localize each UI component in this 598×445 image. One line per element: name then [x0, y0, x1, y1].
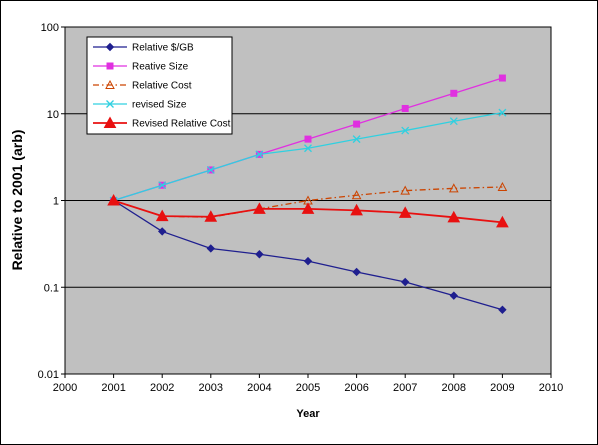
- x-tick-label: 2004: [247, 382, 271, 394]
- data-point: [304, 144, 312, 153]
- data-point: [498, 108, 507, 117]
- legend-item: Reative Size: [93, 62, 189, 73]
- x-tick-label: 2008: [442, 382, 466, 394]
- data-point: [206, 165, 215, 174]
- legend-item: Revised Relative Cost: [93, 116, 231, 130]
- legend-label: Relative Cost: [132, 81, 192, 92]
- data-point: [155, 209, 169, 222]
- data-point: [400, 277, 410, 287]
- data-point: [449, 291, 459, 300]
- data-point: [498, 74, 506, 82]
- data-point: [400, 185, 411, 195]
- x-tick-label: 2000: [53, 382, 77, 394]
- data-point: [253, 202, 266, 214]
- legend-item: Relative Cost: [93, 79, 192, 92]
- legend-label: revised Size: [132, 100, 187, 111]
- legend-label: Relative $/GB: [132, 43, 194, 54]
- data-point: [449, 117, 458, 126]
- series-revised-relative-cost: [107, 193, 509, 228]
- legend-label: Revised Relative Cost: [132, 119, 231, 130]
- data-point: [157, 227, 167, 236]
- x-tick-label: 2005: [296, 382, 320, 394]
- series-line: [113, 186, 503, 218]
- data-point: [352, 135, 361, 144]
- data-point: [255, 150, 264, 159]
- data-point: [255, 250, 264, 259]
- data-point: [353, 120, 361, 128]
- legend-item: Relative $/GB: [93, 43, 194, 54]
- data-point: [206, 244, 216, 253]
- x-tick-label: 2001: [101, 382, 125, 394]
- data-point: [204, 210, 218, 222]
- data-point: [301, 202, 315, 214]
- x-tick-label: 2010: [539, 382, 563, 394]
- data-point: [497, 181, 508, 192]
- data-point: [447, 210, 461, 223]
- data-point: [450, 89, 458, 97]
- data-point: [398, 206, 412, 218]
- y-tick-label: 1: [53, 196, 59, 208]
- x-tick-label: 2009: [490, 382, 514, 394]
- legend-swatch-marker: [103, 116, 117, 128]
- legend-swatch-marker: [106, 62, 114, 70]
- data-point: [351, 190, 362, 200]
- data-point: [498, 305, 507, 314]
- x-tick-label: 2002: [150, 382, 174, 394]
- data-point: [107, 193, 120, 206]
- x-axis-ticks: 2000 2001 2002 2003 2004 2005 2006 2007 2008 2009…: [53, 374, 563, 394]
- y-tick-label: 0.01: [38, 369, 59, 381]
- legend-swatch-marker: [106, 100, 114, 108]
- x-axis-title: Year: [296, 408, 320, 420]
- y-axis-ticks: 0.01 0.1 1 10 100: [38, 22, 65, 381]
- data-point: [352, 267, 361, 277]
- y-axis-title: Relative to 2001 (arb): [9, 130, 25, 271]
- y-tick-label: 10: [47, 109, 59, 121]
- legend-swatch-marker: [105, 79, 115, 89]
- x-tick-label: 2007: [393, 382, 417, 394]
- data-point: [401, 104, 409, 112]
- series-layer: [107, 74, 509, 314]
- data-point: [304, 135, 312, 143]
- data-point: [303, 256, 313, 266]
- legend-swatch-marker: [105, 42, 115, 52]
- data-point: [401, 126, 410, 135]
- legend: Relative $/GB Reative Size Relative Cost re…: [86, 36, 233, 135]
- x-tick-label: 2003: [199, 382, 223, 394]
- x-tick-label: 2006: [344, 382, 368, 394]
- legend-label: Reative Size: [132, 62, 189, 73]
- data-point: [496, 215, 509, 228]
- data-point: [448, 183, 459, 193]
- data-point: [158, 181, 167, 190]
- y-tick-label: 100: [41, 22, 59, 34]
- data-point: [350, 203, 363, 216]
- legend-item: revised Size: [93, 100, 187, 111]
- y-tick-label: 0.1: [44, 282, 59, 294]
